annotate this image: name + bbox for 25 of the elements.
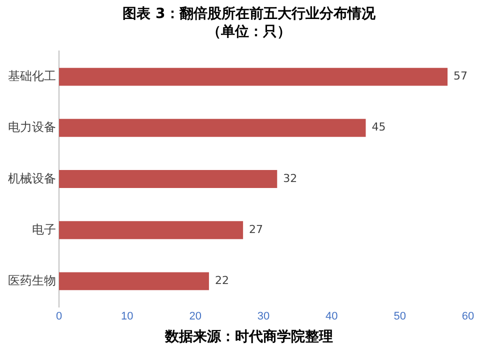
chart-title: 图表 3：翻倍股所在前五大行业分布情况 [122,5,376,23]
y-tick-label: 机械设备 [8,171,56,186]
x-tick-label: 20 [189,310,202,322]
x-tick-label: 0 [56,310,62,322]
x-tick-label: 60 [462,310,474,322]
x-tick-label: 30 [257,310,270,322]
source-note: 数据来源：时代商学院整理 [164,328,334,346]
chart-subtitle: （单位：只） [206,23,292,41]
y-tick-label: 电子 [32,222,56,236]
bar [59,221,244,240]
data-label: 32 [283,172,298,185]
bar [59,68,448,86]
y-tick-label: 电力设备 [8,120,56,134]
data-label: 45 [372,120,386,134]
y-tick-label: 医药生物 [8,274,56,288]
x-tick-label: 10 [121,310,134,322]
bar [59,118,366,137]
y-tick-label: 基础化工 [8,69,56,84]
bar [59,170,278,188]
x-tick-label: 50 [394,310,406,322]
x-tick-label: 40 [326,310,338,322]
data-label: 57 [454,70,468,83]
data-label: 27 [249,222,264,236]
data-label: 22 [214,274,229,288]
bar [59,272,209,290]
